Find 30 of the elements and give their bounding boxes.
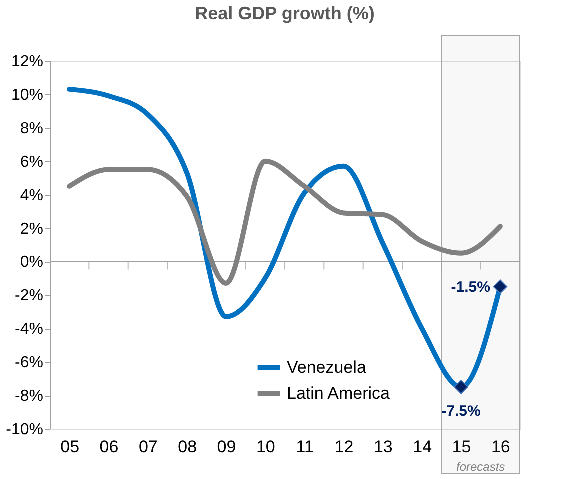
x-tick-label: 14 (413, 438, 432, 456)
x-tick-label: 15 (452, 438, 472, 456)
x-tick-label: 07 (138, 438, 158, 456)
x-tick-label: 06 (100, 438, 119, 456)
y-tick-label: -8% (15, 388, 44, 406)
legend-label: Latin America (287, 384, 391, 403)
x-tick-label: 11 (296, 438, 314, 456)
y-tick-label: 8% (20, 120, 44, 138)
x-tick-label: 12 (334, 438, 354, 456)
y-tick-label: -10% (6, 422, 44, 438)
x-tick-label: 05 (60, 438, 80, 456)
y-tick-label: -6% (15, 354, 44, 372)
y-tick-label: 6% (20, 154, 44, 171)
x-tick-label: 09 (217, 438, 236, 456)
chart-title: Real GDP growth (%) (195, 4, 375, 24)
x-tick-label: 16 (491, 438, 510, 456)
y-tick-label: 10% (11, 86, 44, 104)
band-label: forecasts (456, 460, 506, 474)
y-tick-label: -4% (15, 321, 44, 338)
data-label: -7.5% (442, 403, 481, 420)
x-tick-label: 13 (374, 438, 393, 456)
legend-label: Venezuela (287, 358, 367, 377)
data-label: -1.5% (451, 278, 490, 296)
y-tick-label: 0% (20, 254, 44, 272)
x-tick-label: 10 (256, 438, 276, 456)
y-tick-label: 4% (20, 187, 44, 204)
y-tick-label: 2% (20, 220, 44, 238)
y-tick-label: 12% (11, 54, 44, 70)
y-tick-label: -2% (15, 288, 44, 305)
x-tick-label: 08 (178, 438, 198, 456)
